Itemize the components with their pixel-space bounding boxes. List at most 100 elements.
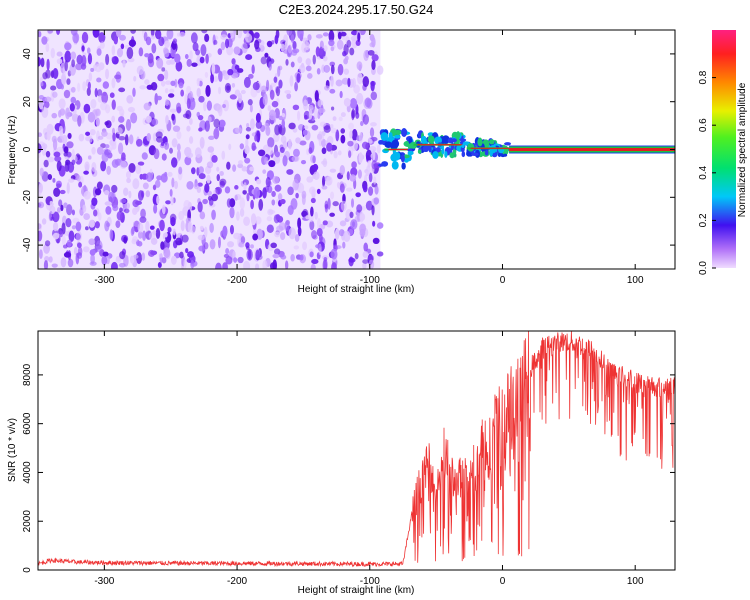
noise-blob	[365, 171, 369, 177]
noise-blob	[152, 230, 157, 235]
noise-blob	[128, 39, 137, 47]
noise-blob	[310, 206, 314, 217]
noise-blob	[329, 168, 337, 173]
noise-blob	[67, 178, 75, 183]
noise-blob	[124, 134, 129, 146]
noise-blob	[233, 46, 241, 55]
noise-blob	[234, 126, 243, 134]
noise-blob	[372, 149, 376, 161]
noise-blob	[112, 204, 119, 212]
noise-blob	[316, 68, 321, 75]
noise-blob	[224, 38, 230, 49]
colorbar-tick-label: 0.6	[698, 118, 709, 132]
noise-blob	[126, 177, 131, 184]
spectrogram-y-axis-label: Frequency (Hz)	[7, 116, 18, 185]
noise-blob	[268, 160, 276, 168]
noise-blob	[229, 206, 235, 219]
noise-blob	[103, 190, 110, 196]
noise-blob	[217, 48, 223, 55]
noise-blob	[88, 238, 96, 246]
noise-blob	[53, 151, 61, 158]
noise-blob	[118, 116, 125, 123]
noise-blob	[63, 251, 72, 258]
tone-blob	[484, 149, 489, 156]
noise-blob	[144, 79, 150, 85]
noise-blob	[314, 90, 319, 102]
tone-blob	[477, 137, 483, 147]
noise-blob	[40, 57, 45, 68]
noise-blob	[237, 160, 243, 165]
noise-blob	[315, 34, 323, 39]
noise-blob	[43, 260, 49, 269]
noise-blob	[231, 58, 236, 65]
noise-blob	[227, 68, 234, 76]
noise-blob	[376, 222, 384, 229]
noise-blob	[299, 140, 307, 146]
noise-blob	[346, 187, 353, 192]
noise-blob	[192, 42, 199, 52]
tone-blob	[384, 141, 393, 148]
noise-blob	[312, 54, 316, 65]
noise-blob	[371, 204, 375, 216]
noise-blob	[202, 198, 208, 205]
noise-blob	[376, 251, 384, 257]
noise-blob	[304, 125, 309, 130]
noise-blob	[111, 56, 115, 62]
noise-blob	[161, 67, 166, 72]
noise-blob	[359, 213, 366, 221]
noise-blob	[104, 201, 112, 206]
noise-blob	[109, 92, 115, 98]
noise-blob	[61, 235, 66, 246]
noise-blob	[91, 197, 98, 207]
noise-blob	[215, 126, 219, 136]
noise-blob	[83, 190, 91, 200]
noise-blob	[155, 228, 161, 239]
noise-blob	[116, 105, 123, 112]
noise-blob	[170, 216, 176, 227]
noise-blob	[222, 103, 226, 109]
noise-blob	[38, 143, 42, 154]
noise-blob	[322, 55, 328, 62]
noise-blob	[262, 169, 267, 174]
noise-blob	[371, 160, 378, 170]
tone-blob	[461, 144, 465, 148]
noise-blob	[153, 204, 158, 214]
noise-blob	[339, 183, 345, 193]
noise-blob	[41, 218, 47, 225]
noise-blob	[368, 138, 373, 144]
noise-blob	[111, 115, 116, 123]
noise-blob	[100, 160, 107, 172]
noise-blob	[119, 34, 126, 41]
noise-blob	[100, 143, 106, 149]
noise-blob	[266, 216, 273, 222]
noise-blob	[164, 40, 170, 48]
noise-blob	[190, 32, 198, 44]
noise-blob	[351, 161, 357, 169]
tone-blob	[409, 141, 418, 149]
noise-blob	[179, 31, 186, 37]
noise-blob	[135, 164, 142, 175]
noise-blob	[60, 257, 67, 268]
noise-blob	[289, 75, 294, 87]
noise-blob	[156, 136, 164, 143]
noise-blob	[362, 114, 370, 125]
noise-blob	[340, 112, 346, 118]
spectrogram-y-tick-label: 20	[22, 96, 33, 108]
noise-blob	[56, 183, 62, 188]
noise-blob	[355, 111, 360, 119]
colorbar: 0.0 0.2 0.4 0.6 0.8 Normalized spectral ampl…	[698, 30, 748, 275]
noise-blob	[89, 129, 96, 136]
noise-blob	[137, 190, 144, 201]
noise-blob	[52, 68, 59, 80]
noise-blob	[302, 37, 309, 43]
noise-blob	[316, 133, 324, 142]
noise-blob	[338, 116, 343, 122]
noise-blob	[234, 194, 238, 201]
noise-blob	[56, 51, 63, 57]
noise-blob	[370, 80, 375, 92]
noise-blob	[62, 244, 68, 249]
noise-blob	[129, 255, 135, 264]
noise-blob	[221, 150, 226, 160]
noise-blob	[371, 54, 379, 62]
noise-blob	[49, 200, 53, 206]
